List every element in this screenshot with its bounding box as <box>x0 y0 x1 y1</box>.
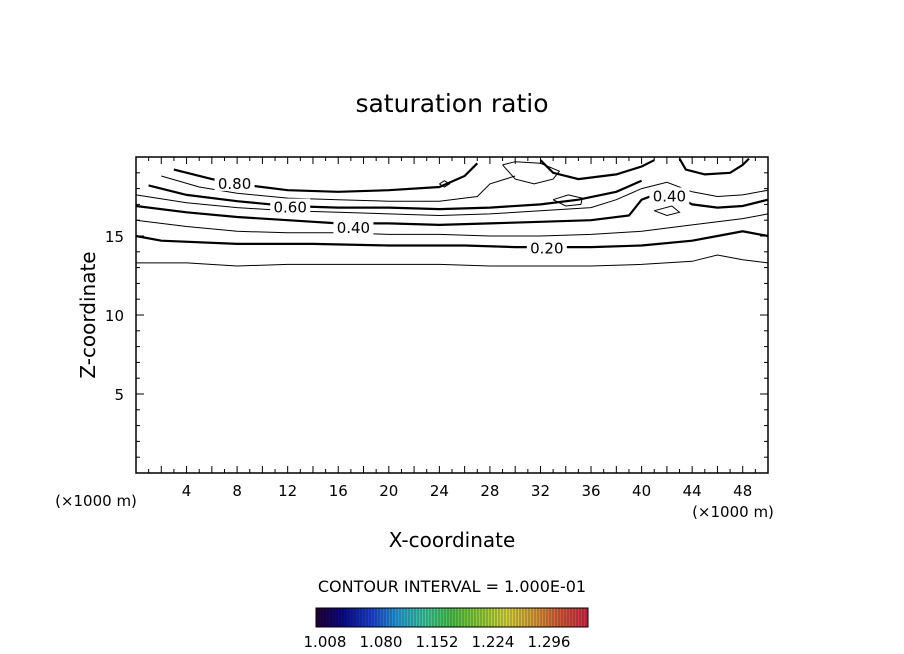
contour-label-bg-2 <box>333 219 374 236</box>
contour-label-4: 0.20 <box>530 240 563 258</box>
colorbar-label-1: 1.080 <box>360 633 403 651</box>
x-axis-label: X-coordinate <box>389 528 516 552</box>
contour-label-bg-0 <box>214 174 255 191</box>
contour-label-bg-1 <box>270 198 311 215</box>
contour-line-5 <box>148 179 643 211</box>
y-tick-label-10: 10 <box>105 307 124 325</box>
colorbar-frame <box>315 607 589 628</box>
contour-label-0: 0.80 <box>218 175 251 193</box>
colorbar <box>315 607 589 628</box>
x-tick-label-44: 44 <box>683 482 702 500</box>
x-tick-label-40: 40 <box>632 482 651 500</box>
closed-contours <box>439 157 750 217</box>
contour-interval-note: CONTOUR INTERVAL = 1.000E-01 <box>318 577 586 596</box>
y-tick-label-5: 5 <box>114 386 124 404</box>
z-unit-label: (×1000 m) <box>55 492 137 510</box>
contour-line-3 <box>135 188 769 227</box>
colorbar-label-2: 1.152 <box>416 633 459 651</box>
closed-contour-3 <box>552 194 583 207</box>
contour-labels: 0.80 0.60 0.40 0.40 0.20 <box>214 174 690 258</box>
contour-line-0 <box>136 254 769 267</box>
colorbar-label-3: 1.224 <box>472 633 515 651</box>
contour-label-2: 0.40 <box>337 219 370 237</box>
x-tick-label-4: 4 <box>182 482 192 500</box>
contour-line-2 <box>135 213 769 237</box>
chart-title: saturation ratio <box>355 89 548 118</box>
contour-label-3: 0.40 <box>653 188 686 206</box>
closed-contour-4 <box>654 205 681 217</box>
colorbar-labels: 1.008 1.080 1.152 1.224 1.296 <box>304 633 571 651</box>
x-tick-label-36: 36 <box>581 482 600 500</box>
contour-label-1: 0.60 <box>274 199 307 217</box>
x-tick-label-12: 12 <box>278 482 297 500</box>
x-tick-label-8: 8 <box>232 482 242 500</box>
contour-label-bg-3 <box>649 187 690 204</box>
colorbar-label-0: 1.008 <box>304 633 347 651</box>
contour-line-1 <box>135 230 769 249</box>
x-axis-ticks: 4 8 12 16 20 24 28 32 36 40 44 48 <box>148 157 756 500</box>
closed-contour-1 <box>678 157 750 176</box>
colorbar-gradient <box>316 608 588 627</box>
y-tick-label-15: 15 <box>105 228 124 246</box>
x-tick-label-48: 48 <box>733 482 752 500</box>
x-tick-label-28: 28 <box>480 482 499 500</box>
closed-contour-0 <box>539 159 655 181</box>
contour-label-bg-4 <box>526 239 567 256</box>
closed-contour-5 <box>439 180 451 188</box>
x-tick-label-16: 16 <box>329 482 348 500</box>
x-tick-label-32: 32 <box>531 482 550 500</box>
y-axis-label: Z-coordinate <box>76 251 100 378</box>
y-axis-ticks: 5 10 15 <box>105 172 768 458</box>
x-unit-label: (×1000 m) <box>692 503 774 521</box>
x-tick-label-24: 24 <box>430 482 449 500</box>
closed-contour-2 <box>502 161 561 185</box>
x-tick-label-20: 20 <box>379 482 398 500</box>
colorbar-label-4: 1.296 <box>528 633 571 651</box>
